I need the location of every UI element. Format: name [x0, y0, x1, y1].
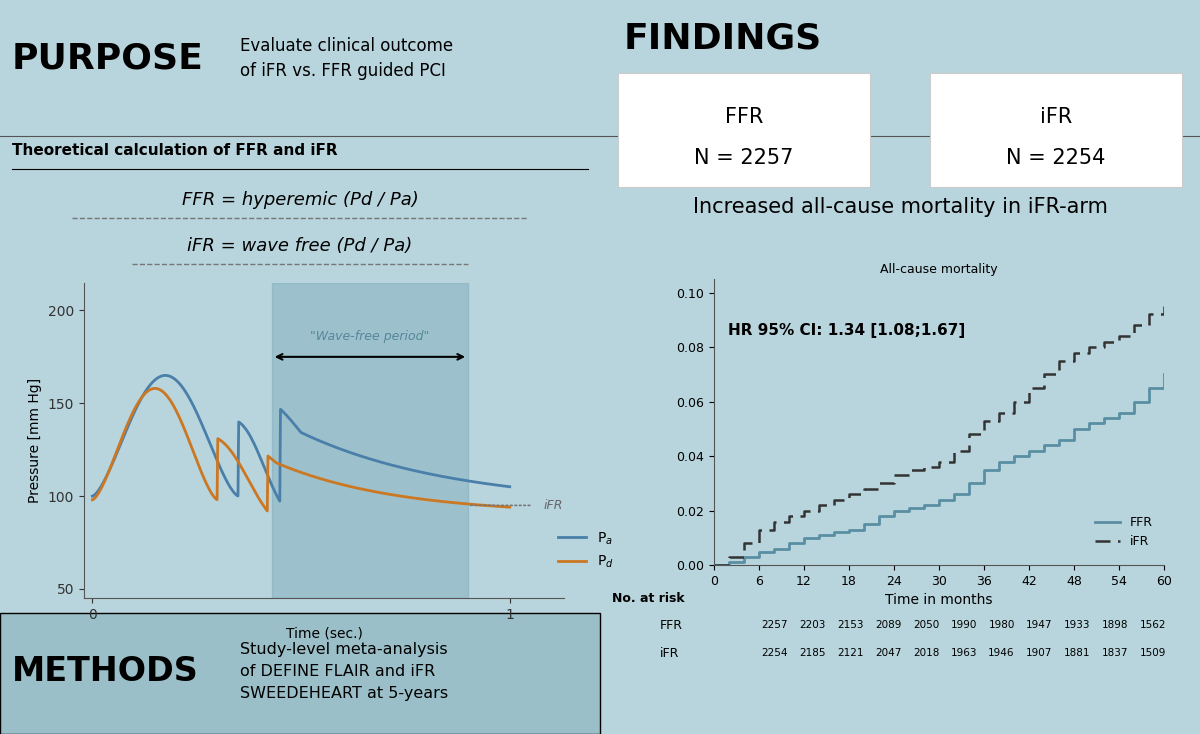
Text: 1898: 1898 [1102, 620, 1128, 631]
Text: 1562: 1562 [1140, 620, 1166, 631]
FancyBboxPatch shape [0, 613, 600, 734]
Text: 2153: 2153 [838, 620, 864, 631]
Text: 1907: 1907 [1026, 648, 1052, 658]
Text: Increased all-cause mortality in iFR-arm: Increased all-cause mortality in iFR-arm [692, 197, 1108, 217]
Text: Evaluate clinical outcome
of iFR vs. FFR guided PCI: Evaluate clinical outcome of iFR vs. FFR… [240, 37, 454, 80]
Text: FFR = hyperemic (Pd / Pa): FFR = hyperemic (Pd / Pa) [181, 191, 419, 208]
Text: 2185: 2185 [799, 648, 826, 658]
Text: FINDINGS: FINDINGS [624, 21, 822, 55]
Text: iFR = wave free (Pd / Pa): iFR = wave free (Pd / Pa) [187, 237, 413, 255]
Text: 1837: 1837 [1102, 648, 1128, 658]
Text: 1509: 1509 [1140, 648, 1166, 658]
Text: N = 2254: N = 2254 [1007, 148, 1105, 168]
Text: 2121: 2121 [838, 648, 864, 658]
Text: N = 2257: N = 2257 [695, 148, 793, 168]
Legend: FFR, iFR: FFR, iFR [1090, 511, 1158, 553]
Text: 2047: 2047 [875, 648, 901, 658]
Text: 2254: 2254 [762, 648, 788, 658]
X-axis label: Time (sec.): Time (sec.) [286, 626, 362, 640]
Text: PURPOSE: PURPOSE [12, 42, 204, 76]
Text: 1990: 1990 [950, 620, 977, 631]
Text: 1881: 1881 [1064, 648, 1091, 658]
Text: HR 95% CI: 1.34 [1.08;1.67]: HR 95% CI: 1.34 [1.08;1.67] [727, 323, 965, 338]
Legend: P$_a$, P$_d$: P$_a$, P$_d$ [553, 525, 619, 575]
Text: "Wave-free period": "Wave-free period" [311, 330, 430, 343]
Text: Study-level meta-analysis
of DEFINE FLAIR and iFR
SWEEDEHEART at 5-years: Study-level meta-analysis of DEFINE FLAI… [240, 642, 448, 701]
Text: 1963: 1963 [950, 648, 977, 658]
X-axis label: Time in months: Time in months [886, 594, 992, 608]
Text: 1946: 1946 [989, 648, 1015, 658]
Text: 1947: 1947 [1026, 620, 1052, 631]
Y-axis label: Pressure [mm Hg]: Pressure [mm Hg] [29, 378, 42, 503]
Text: iFR: iFR [660, 647, 679, 660]
Text: METHODS: METHODS [12, 655, 199, 688]
FancyBboxPatch shape [930, 73, 1182, 187]
Text: 1980: 1980 [989, 620, 1015, 631]
Text: 2089: 2089 [875, 620, 901, 631]
Bar [272, 283, 468, 598]
Text: No. at risk: No. at risk [612, 592, 685, 605]
Text: 2257: 2257 [762, 620, 788, 631]
Text: iFR: iFR [1040, 107, 1072, 128]
Text: 2203: 2203 [799, 620, 826, 631]
Title: All-cause mortality: All-cause mortality [880, 264, 998, 277]
Text: Theoretical calculation of FFR and iFR: Theoretical calculation of FFR and iFR [12, 143, 337, 158]
Text: FFR: FFR [660, 619, 683, 632]
Text: 1933: 1933 [1064, 620, 1091, 631]
Text: iFR: iFR [544, 499, 563, 512]
Text: FFR: FFR [725, 107, 763, 128]
Text: 2018: 2018 [913, 648, 940, 658]
Text: 2050: 2050 [913, 620, 940, 631]
FancyBboxPatch shape [618, 73, 870, 187]
